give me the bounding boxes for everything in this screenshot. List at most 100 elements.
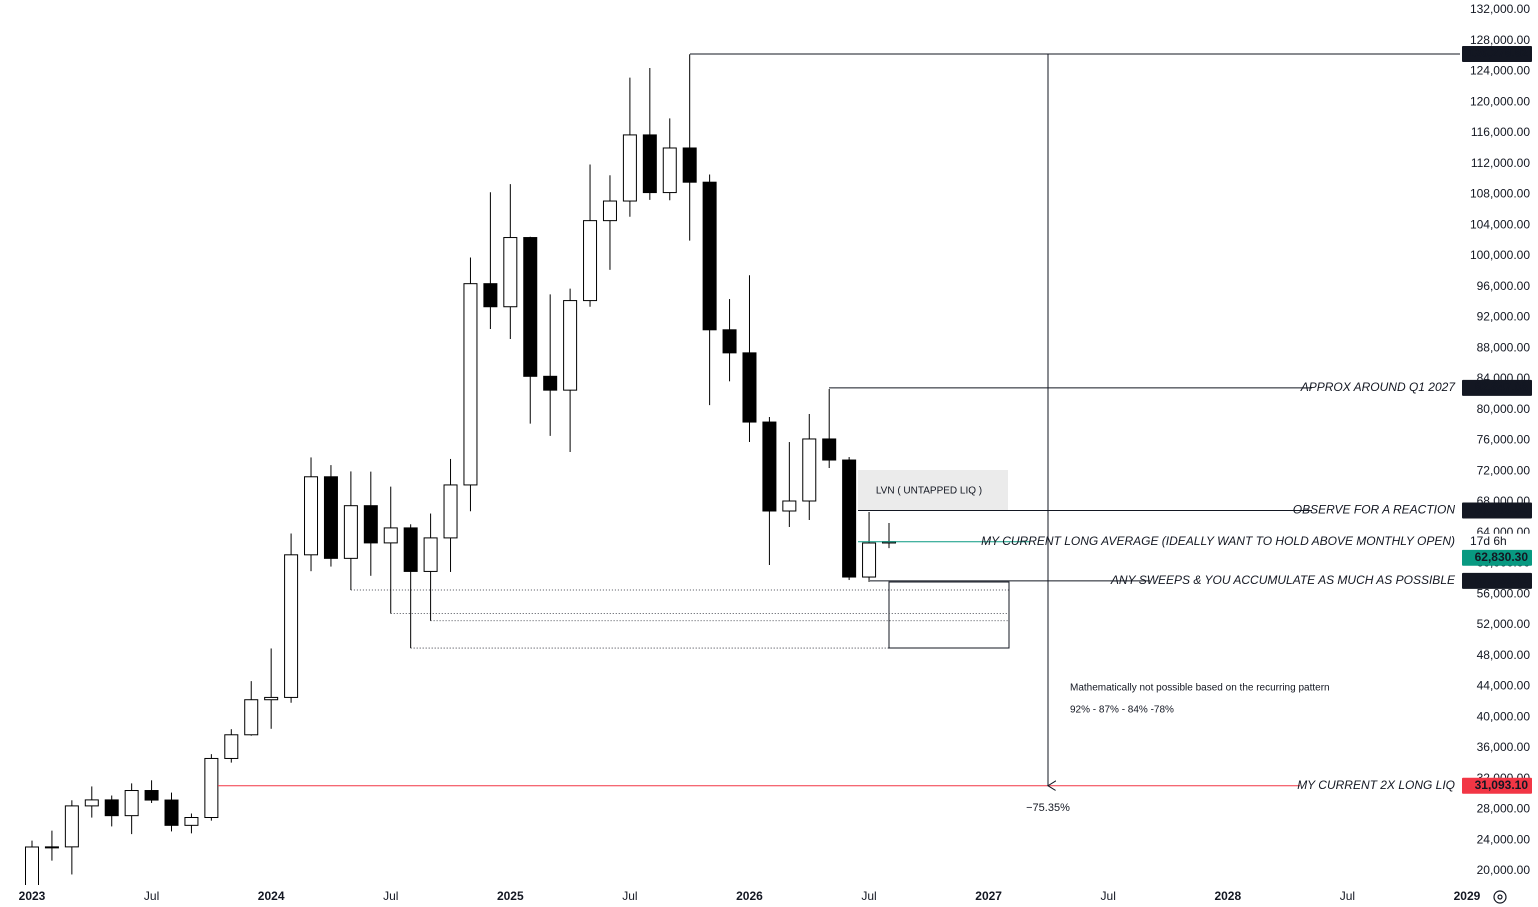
y-tick-label: 104,000.00 — [1470, 217, 1530, 231]
candle-body — [423, 537, 438, 572]
countdown: 17d 6h — [1470, 534, 1507, 548]
candle-body — [104, 799, 119, 817]
candle-body — [463, 283, 478, 486]
candle-body — [443, 484, 458, 539]
drop-label: −75.35% — [1026, 802, 1070, 814]
annotation: 92% - 87% - 84% -78% — [1070, 705, 1174, 716]
candle-body — [483, 283, 498, 308]
candle-body — [64, 805, 79, 848]
sweep-box — [888, 581, 1010, 649]
candle-body — [25, 846, 39, 885]
price-label: 66,899.54 — [1475, 503, 1529, 517]
candle-body — [84, 799, 99, 807]
y-tick-label: 36,000.00 — [1477, 740, 1531, 754]
x-tick-label: 2028 — [1214, 889, 1241, 903]
price-label-bg — [1462, 379, 1532, 396]
x-tick-label: Jul — [383, 889, 398, 903]
y-tick-label: 24,000.00 — [1477, 832, 1531, 846]
x-tick-label: Jul — [861, 889, 876, 903]
candle-body — [164, 799, 179, 826]
y-tick-label: 96,000.00 — [1477, 279, 1531, 293]
candle-body — [383, 527, 398, 544]
candle-body — [842, 459, 857, 578]
price-label: 57,736.32 — [1475, 573, 1529, 587]
x-tick-label: 2024 — [258, 889, 285, 903]
candle-body — [304, 476, 319, 556]
y-tick-label: 40,000.00 — [1477, 709, 1531, 723]
lvn-zone — [858, 470, 1008, 511]
candle-body — [403, 527, 418, 572]
price-label: 82,847.08 — [1475, 380, 1529, 394]
candle-body — [224, 734, 239, 759]
candle-body — [543, 375, 558, 391]
candle-body — [363, 505, 378, 544]
y-tick-label: 28,000.00 — [1477, 802, 1531, 816]
y-tick-label: 48,000.00 — [1477, 648, 1531, 662]
price-label-bg — [1462, 777, 1532, 794]
price-label-bg — [1462, 502, 1532, 519]
x-tick-label: Jul — [1340, 889, 1355, 903]
y-tick-label: 132,000.00 — [1470, 2, 1530, 16]
candle-body — [563, 300, 578, 391]
y-tick-label: 120,000.00 — [1470, 94, 1530, 108]
x-tick-label: 2027 — [975, 889, 1002, 903]
y-tick-label: 100,000.00 — [1470, 248, 1530, 262]
price-label: 62,830.30 — [1475, 550, 1529, 564]
y-tick-label: 20,000.00 — [1477, 863, 1531, 877]
candle-body — [44, 846, 59, 849]
y-tick-label: 80,000.00 — [1477, 402, 1531, 416]
candle-body — [323, 476, 338, 559]
annotation: Mathematically not possible based on the… — [1070, 683, 1330, 694]
level-note: ANY SWEEPS & YOU ACCUMULATE AS MUCH AS P… — [1110, 573, 1456, 587]
y-tick-label: 44,000.00 — [1477, 679, 1531, 693]
candle-body — [184, 817, 199, 826]
settings-icon[interactable] — [1493, 890, 1507, 904]
y-tick-label: 116,000.00 — [1471, 125, 1530, 139]
candle-body — [742, 352, 757, 423]
countdown-bg — [1462, 533, 1532, 550]
y-tick-label: 112,000.00 — [1471, 156, 1530, 170]
price-label: 126,278.82 — [1468, 46, 1528, 60]
candle-body — [503, 237, 518, 308]
candle-body — [642, 134, 657, 194]
candle-body — [862, 542, 877, 578]
candle-body — [124, 790, 139, 817]
price-label-bg — [1462, 549, 1532, 566]
plot — [25, 54, 1009, 885]
candle-body — [602, 200, 617, 222]
candle-body — [662, 147, 677, 194]
candle-body — [622, 134, 637, 202]
x-tick-label: Jul — [1101, 889, 1116, 903]
x-tick-label: Jul — [622, 889, 637, 903]
candle-body — [722, 329, 737, 354]
candle-body — [822, 438, 837, 461]
y-tick-label: 108,000.00 — [1470, 187, 1530, 201]
candle-body — [802, 438, 817, 502]
level-note: APPROX AROUND Q1 2027 — [1300, 380, 1457, 394]
price-label-bg — [1462, 572, 1532, 589]
y-tick-label: 56,000.00 — [1477, 586, 1531, 600]
y-tick-label: 76,000.00 — [1477, 433, 1531, 447]
x-tick-label: 2029 — [1454, 889, 1481, 903]
zone-label: LVN ( UNTAPPED LIQ ) — [876, 486, 982, 497]
candle-body — [583, 220, 598, 302]
y-tick-label: 128,000.00 — [1470, 33, 1530, 47]
y-tick-label: 124,000.00 — [1470, 64, 1530, 78]
candle-body — [343, 505, 358, 559]
x-tick-label: Jul — [144, 889, 159, 903]
y-tick-label: 52,000.00 — [1477, 617, 1531, 631]
candle-body — [762, 421, 777, 512]
candle-body — [284, 554, 299, 698]
candle-body — [702, 181, 717, 331]
x-tick-label: 2026 — [736, 889, 763, 903]
price-label: 31,093.10 — [1475, 778, 1529, 792]
y-tick-label: 92,000.00 — [1477, 310, 1531, 324]
candle-body — [782, 500, 797, 512]
candle-body — [144, 790, 159, 801]
x-tick-label: 2023 — [19, 889, 46, 903]
candle-body — [244, 699, 259, 736]
level-note: MY CURRENT 2X LONG LIQ — [1297, 778, 1455, 792]
level-note: OBSERVE FOR A REACTION — [1293, 503, 1456, 517]
